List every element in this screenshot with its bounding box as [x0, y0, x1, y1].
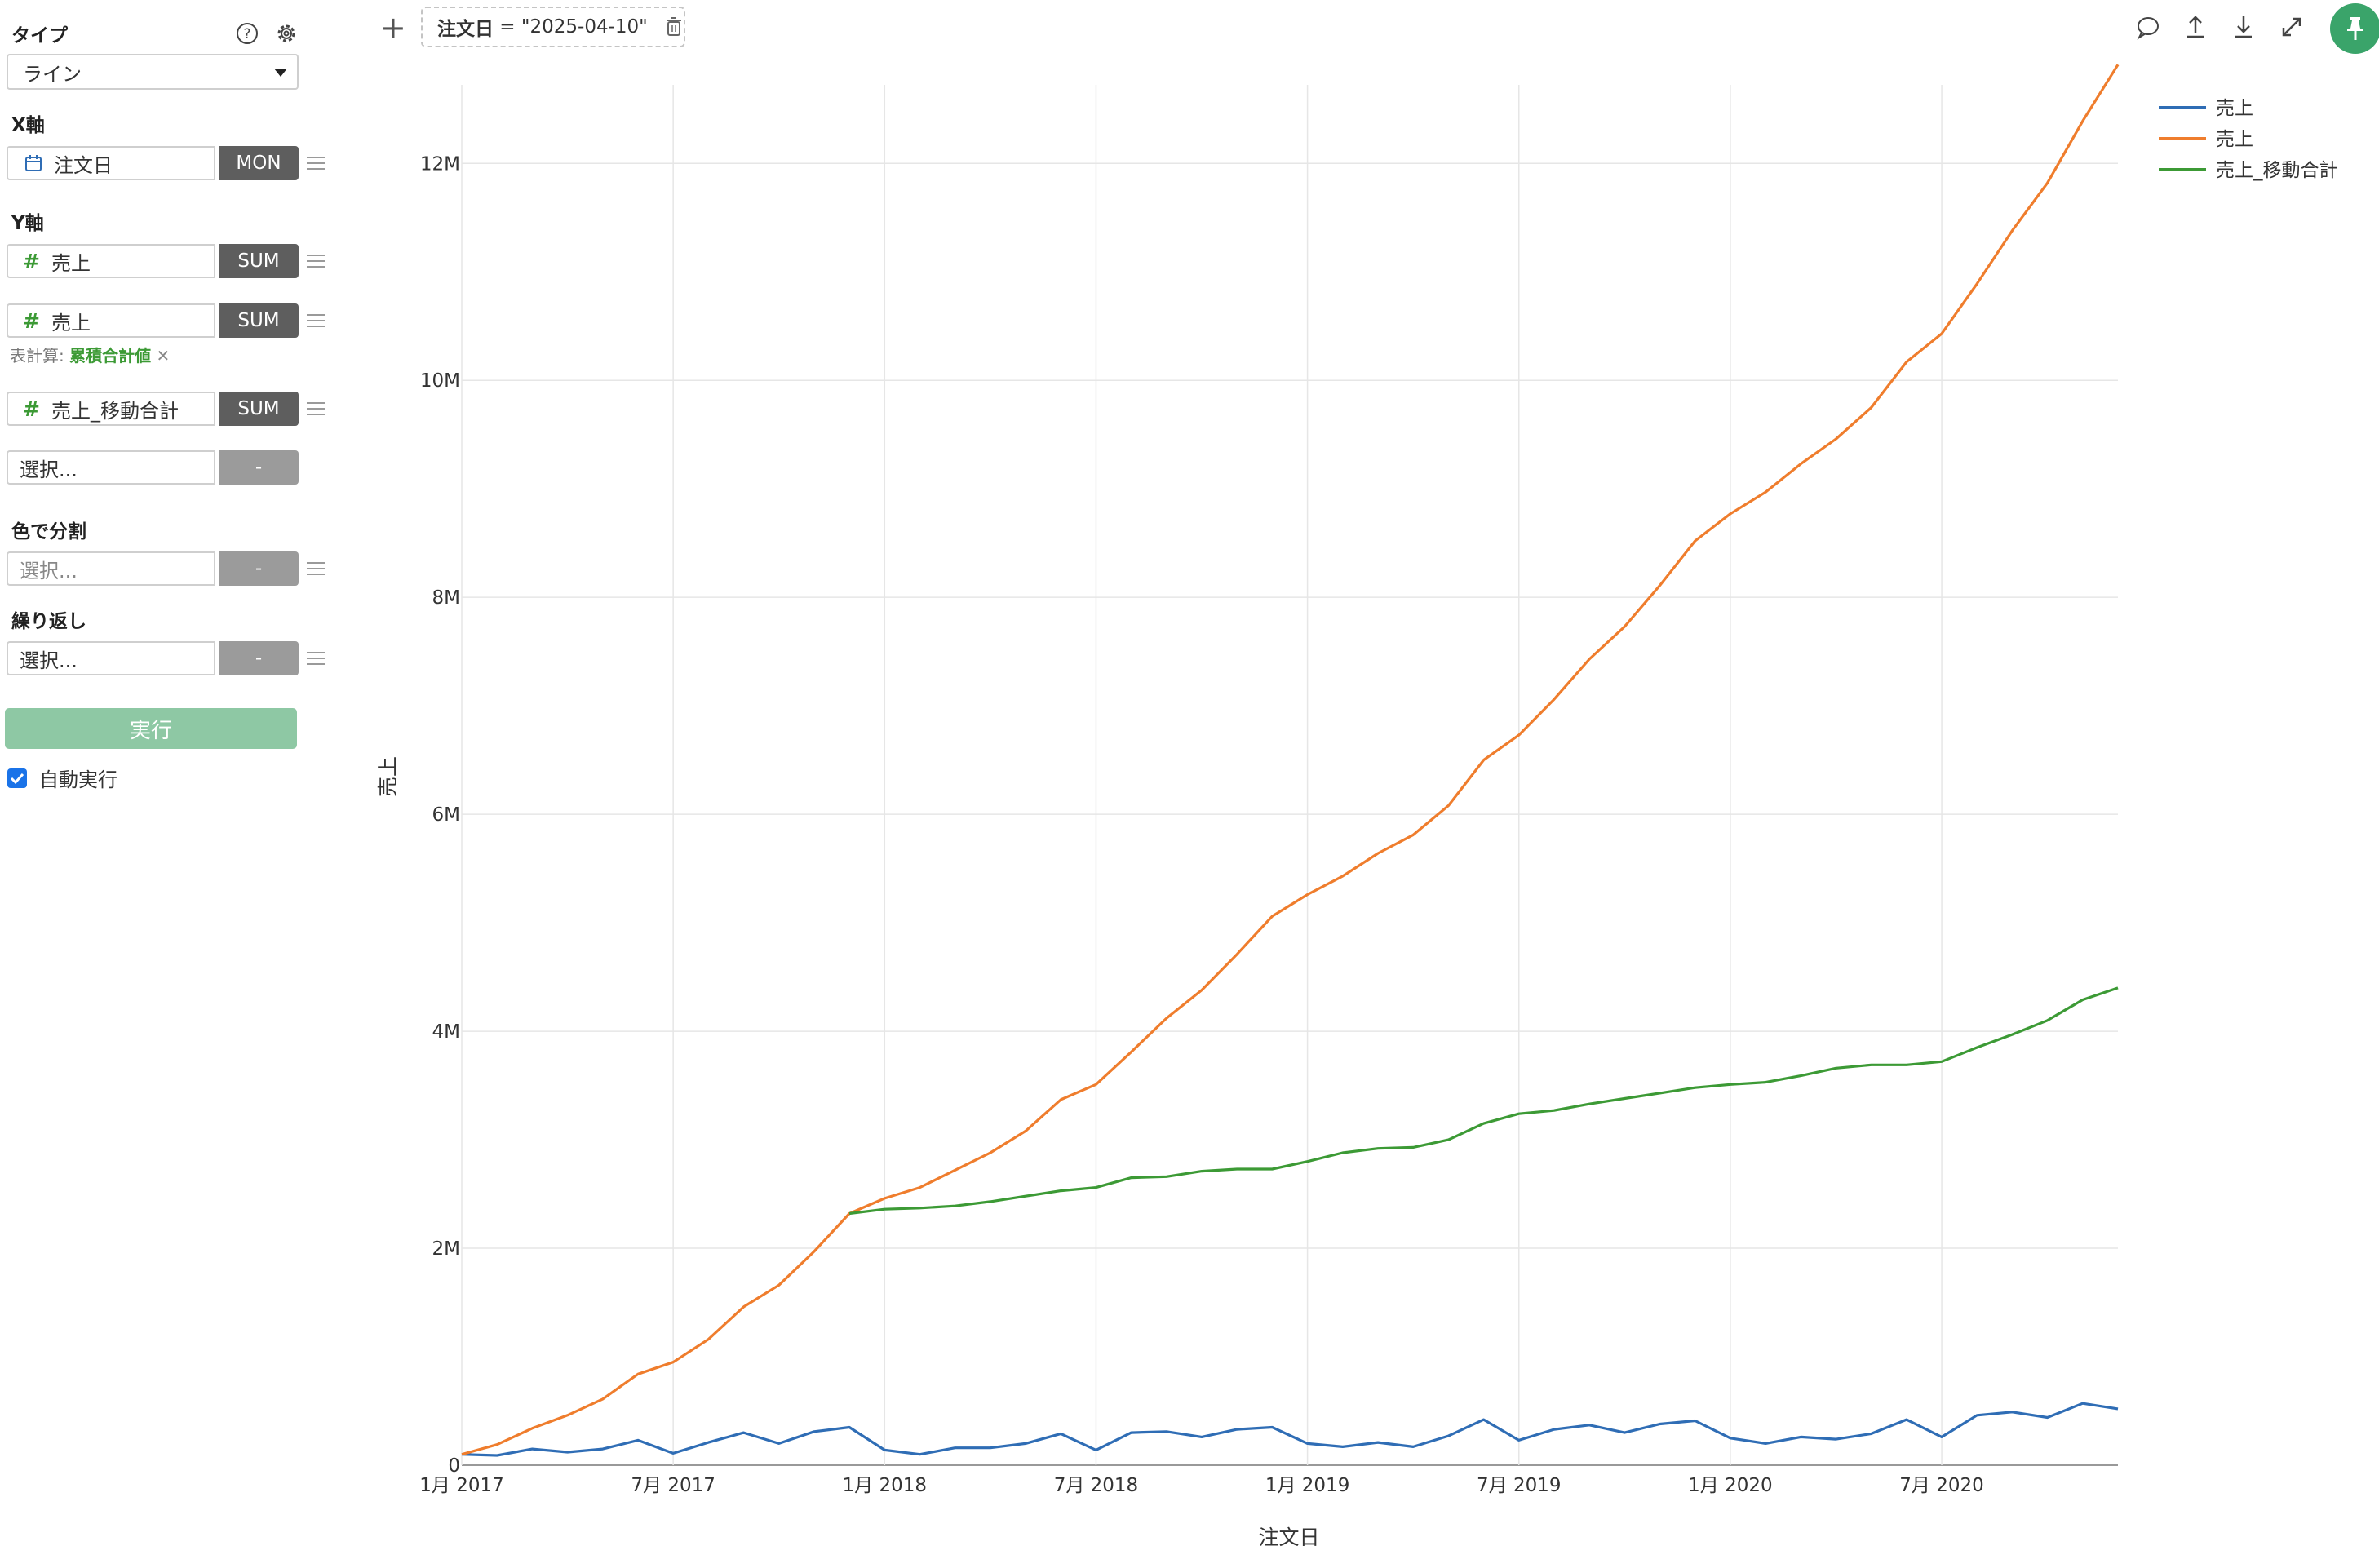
- auto-run-row: 自動実行: [7, 764, 117, 792]
- y-tick-label: 6M: [432, 804, 460, 826]
- upload-icon[interactable]: [2182, 13, 2209, 41]
- y-tick-label: 8M: [432, 587, 460, 609]
- remove-calc-close-icon[interactable]: ✕: [156, 346, 171, 365]
- y-tick-label: 10M: [420, 370, 460, 392]
- number-hash-icon: #: [23, 249, 40, 273]
- x-axis-agg-button[interactable]: MON: [219, 146, 299, 180]
- auto-run-checkbox[interactable]: [7, 768, 28, 789]
- y-axis-add-select[interactable]: 選択...: [7, 450, 215, 485]
- table-calc-prefix: 表計算:: [10, 346, 64, 365]
- drag-handle-icon[interactable]: [307, 146, 325, 180]
- series-line-3: [848, 986, 2119, 1216]
- y-tick-label: 0: [448, 1455, 460, 1477]
- y-axis-field-2[interactable]: # 売上: [7, 303, 215, 338]
- select-placeholder: 選択...: [20, 649, 78, 672]
- color-split-agg: -: [219, 551, 299, 586]
- x-tick-label: 7月 2018: [1054, 1475, 1138, 1496]
- filter-operator: =: [494, 16, 521, 38]
- x-tick-label: 1月 2020: [1688, 1475, 1772, 1496]
- number-hash-icon: #: [23, 308, 40, 333]
- repeat-agg: -: [219, 641, 299, 675]
- legend-label[interactable]: 売上: [2216, 98, 2253, 119]
- chart-type-value: ライン: [23, 62, 82, 86]
- type-label: タイプ: [11, 25, 68, 47]
- table-calc-value[interactable]: 累積合計値: [69, 346, 152, 365]
- y-axis-field-3[interactable]: # 売上_移動合計: [7, 392, 215, 426]
- calendar-icon: [25, 155, 42, 171]
- select-placeholder: 選択...: [20, 458, 78, 481]
- series-line-1: [461, 1402, 2119, 1457]
- x-tick-label: 7月 2019: [1477, 1475, 1561, 1496]
- legend-label[interactable]: 売上: [2216, 129, 2253, 150]
- y-axis-field-1[interactable]: # 売上: [7, 244, 215, 278]
- x-tick-label: 1月 2018: [843, 1475, 927, 1496]
- comment-icon[interactable]: [2134, 13, 2162, 41]
- run-button[interactable]: 実行: [5, 708, 297, 749]
- help-icon[interactable]: ?: [236, 22, 259, 45]
- x-axis-label: X軸: [11, 115, 45, 136]
- color-split-select[interactable]: 選択...: [7, 551, 215, 586]
- series-line-2: [461, 64, 2120, 1456]
- x-axis-field-name: 注文日: [54, 153, 113, 177]
- pin-button[interactable]: [2330, 3, 2379, 54]
- repeat-select[interactable]: 選択...: [7, 641, 215, 675]
- drag-handle-icon[interactable]: [307, 641, 325, 675]
- y-field-2-name: 売上: [51, 311, 91, 334]
- y-tick-label: 2M: [432, 1238, 460, 1260]
- y-field-2-agg-button[interactable]: SUM: [219, 303, 299, 338]
- chart-type-select[interactable]: ライン: [7, 54, 299, 90]
- config-sidebar: タイプ ? ライン X軸 注文日 MON Y軸 # 売上 SUM # 売上 SU: [0, 0, 343, 1568]
- x-tick-label: 1月 2017: [419, 1475, 503, 1496]
- add-filter-plus-icon[interactable]: +: [380, 10, 406, 46]
- x-tick-label: 1月 2019: [1265, 1475, 1349, 1496]
- filter-value: "2025-04-10": [521, 16, 648, 38]
- y-axis-add-agg: -: [219, 450, 299, 485]
- chevron-down-icon: [274, 69, 287, 77]
- y-tick-label: 12M: [420, 153, 460, 175]
- drag-handle-icon[interactable]: [307, 551, 325, 586]
- x-tick-label: 7月 2020: [1899, 1475, 1983, 1496]
- filter-field: 注文日: [437, 19, 494, 40]
- auto-run-label: 自動実行: [39, 768, 117, 791]
- repeat-label: 繰り返し: [11, 611, 86, 632]
- drag-handle-icon[interactable]: [307, 303, 325, 338]
- x-tick-label: 7月 2017: [631, 1475, 715, 1496]
- y-axis-label: Y軸: [11, 213, 44, 234]
- number-hash-icon: #: [23, 396, 40, 421]
- drag-handle-icon[interactable]: [307, 392, 325, 426]
- y-axis-title: 売上: [376, 756, 400, 797]
- y-field-3-agg-button[interactable]: SUM: [219, 392, 299, 426]
- gear-icon[interactable]: [274, 21, 299, 46]
- svg-text:?: ?: [243, 26, 250, 42]
- table-calc-row: 表計算: 累積合計値 ✕: [10, 343, 170, 366]
- expand-icon[interactable]: [2278, 13, 2306, 41]
- select-placeholder: 選択...: [20, 559, 78, 582]
- filter-chip[interactable]: 注文日 = "2025-04-10": [421, 7, 685, 47]
- x-axis-field[interactable]: 注文日: [7, 146, 215, 180]
- y-field-1-agg-button[interactable]: SUM: [219, 244, 299, 278]
- legend-label[interactable]: 売上_移動合計: [2216, 160, 2338, 181]
- x-axis-title: 注文日: [1258, 1526, 1319, 1549]
- color-split-label: 色で分割: [11, 521, 86, 543]
- trash-icon[interactable]: [666, 17, 682, 37]
- y-field-3-name: 売上_移動合計: [51, 399, 179, 423]
- download-icon[interactable]: [2230, 13, 2257, 41]
- y-field-1-name: 売上: [51, 251, 91, 275]
- pin-icon: [2347, 17, 2363, 40]
- drag-handle-icon[interactable]: [307, 244, 325, 278]
- y-tick-label: 4M: [432, 1021, 460, 1043]
